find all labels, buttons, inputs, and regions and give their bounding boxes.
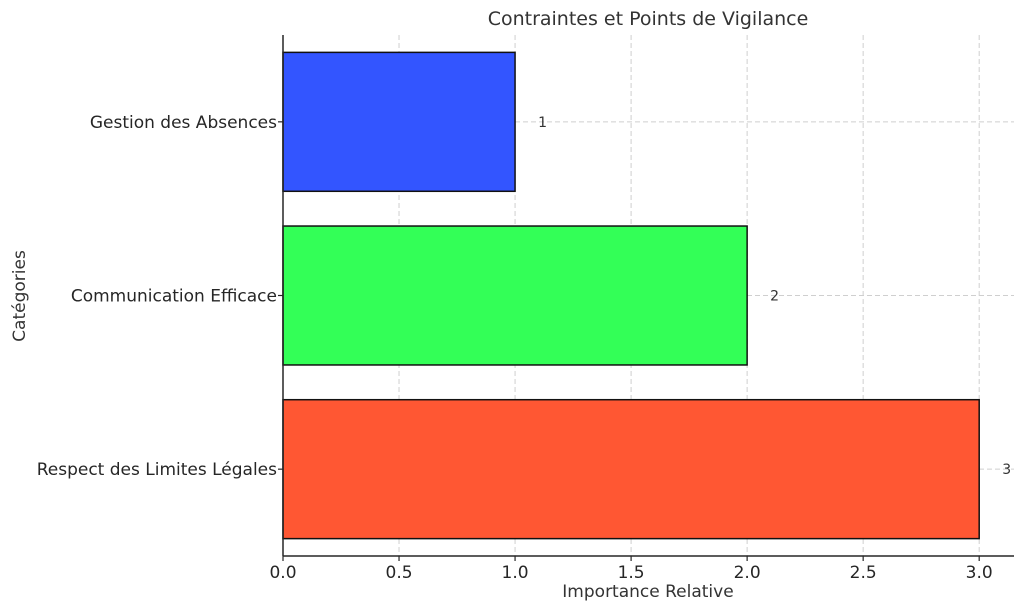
x-axis-ticks: 0.0 0.5 1.0 1.5 2.0 2.5 3.0 (269, 556, 993, 583)
data-labels: 1 2 3 (538, 115, 1011, 478)
bar-2 (282, 225, 748, 366)
category-label: Gestion des Absences (90, 113, 277, 133)
bar-value-label: 3 (1002, 462, 1011, 478)
x-tick-label: 0.5 (386, 563, 413, 583)
bar-3 (282, 398, 980, 540)
bar-1 (282, 51, 516, 193)
bar-value-label: 2 (770, 289, 779, 305)
y-axis-title: Catégories (10, 250, 30, 342)
x-tick-label: 0.0 (269, 563, 296, 583)
x-tick-label: 1.5 (618, 563, 645, 583)
x-tick-label: 1.0 (502, 563, 529, 583)
x-axis-title: Importance Relative (562, 582, 733, 602)
x-tick-label: 2.0 (734, 563, 761, 583)
category-label: Respect des Limites Légales (37, 460, 277, 480)
category-label: Communication Efficace (71, 287, 277, 307)
y-axis-categories: Gestion des Absences Communication Effica… (37, 113, 283, 480)
bars (282, 51, 980, 540)
x-tick-label: 2.5 (850, 563, 877, 583)
x-tick-label: 3.0 (966, 563, 993, 583)
chart-title: Contraintes et Points de Vigilance (488, 8, 809, 30)
bar-value-label: 1 (538, 115, 547, 131)
